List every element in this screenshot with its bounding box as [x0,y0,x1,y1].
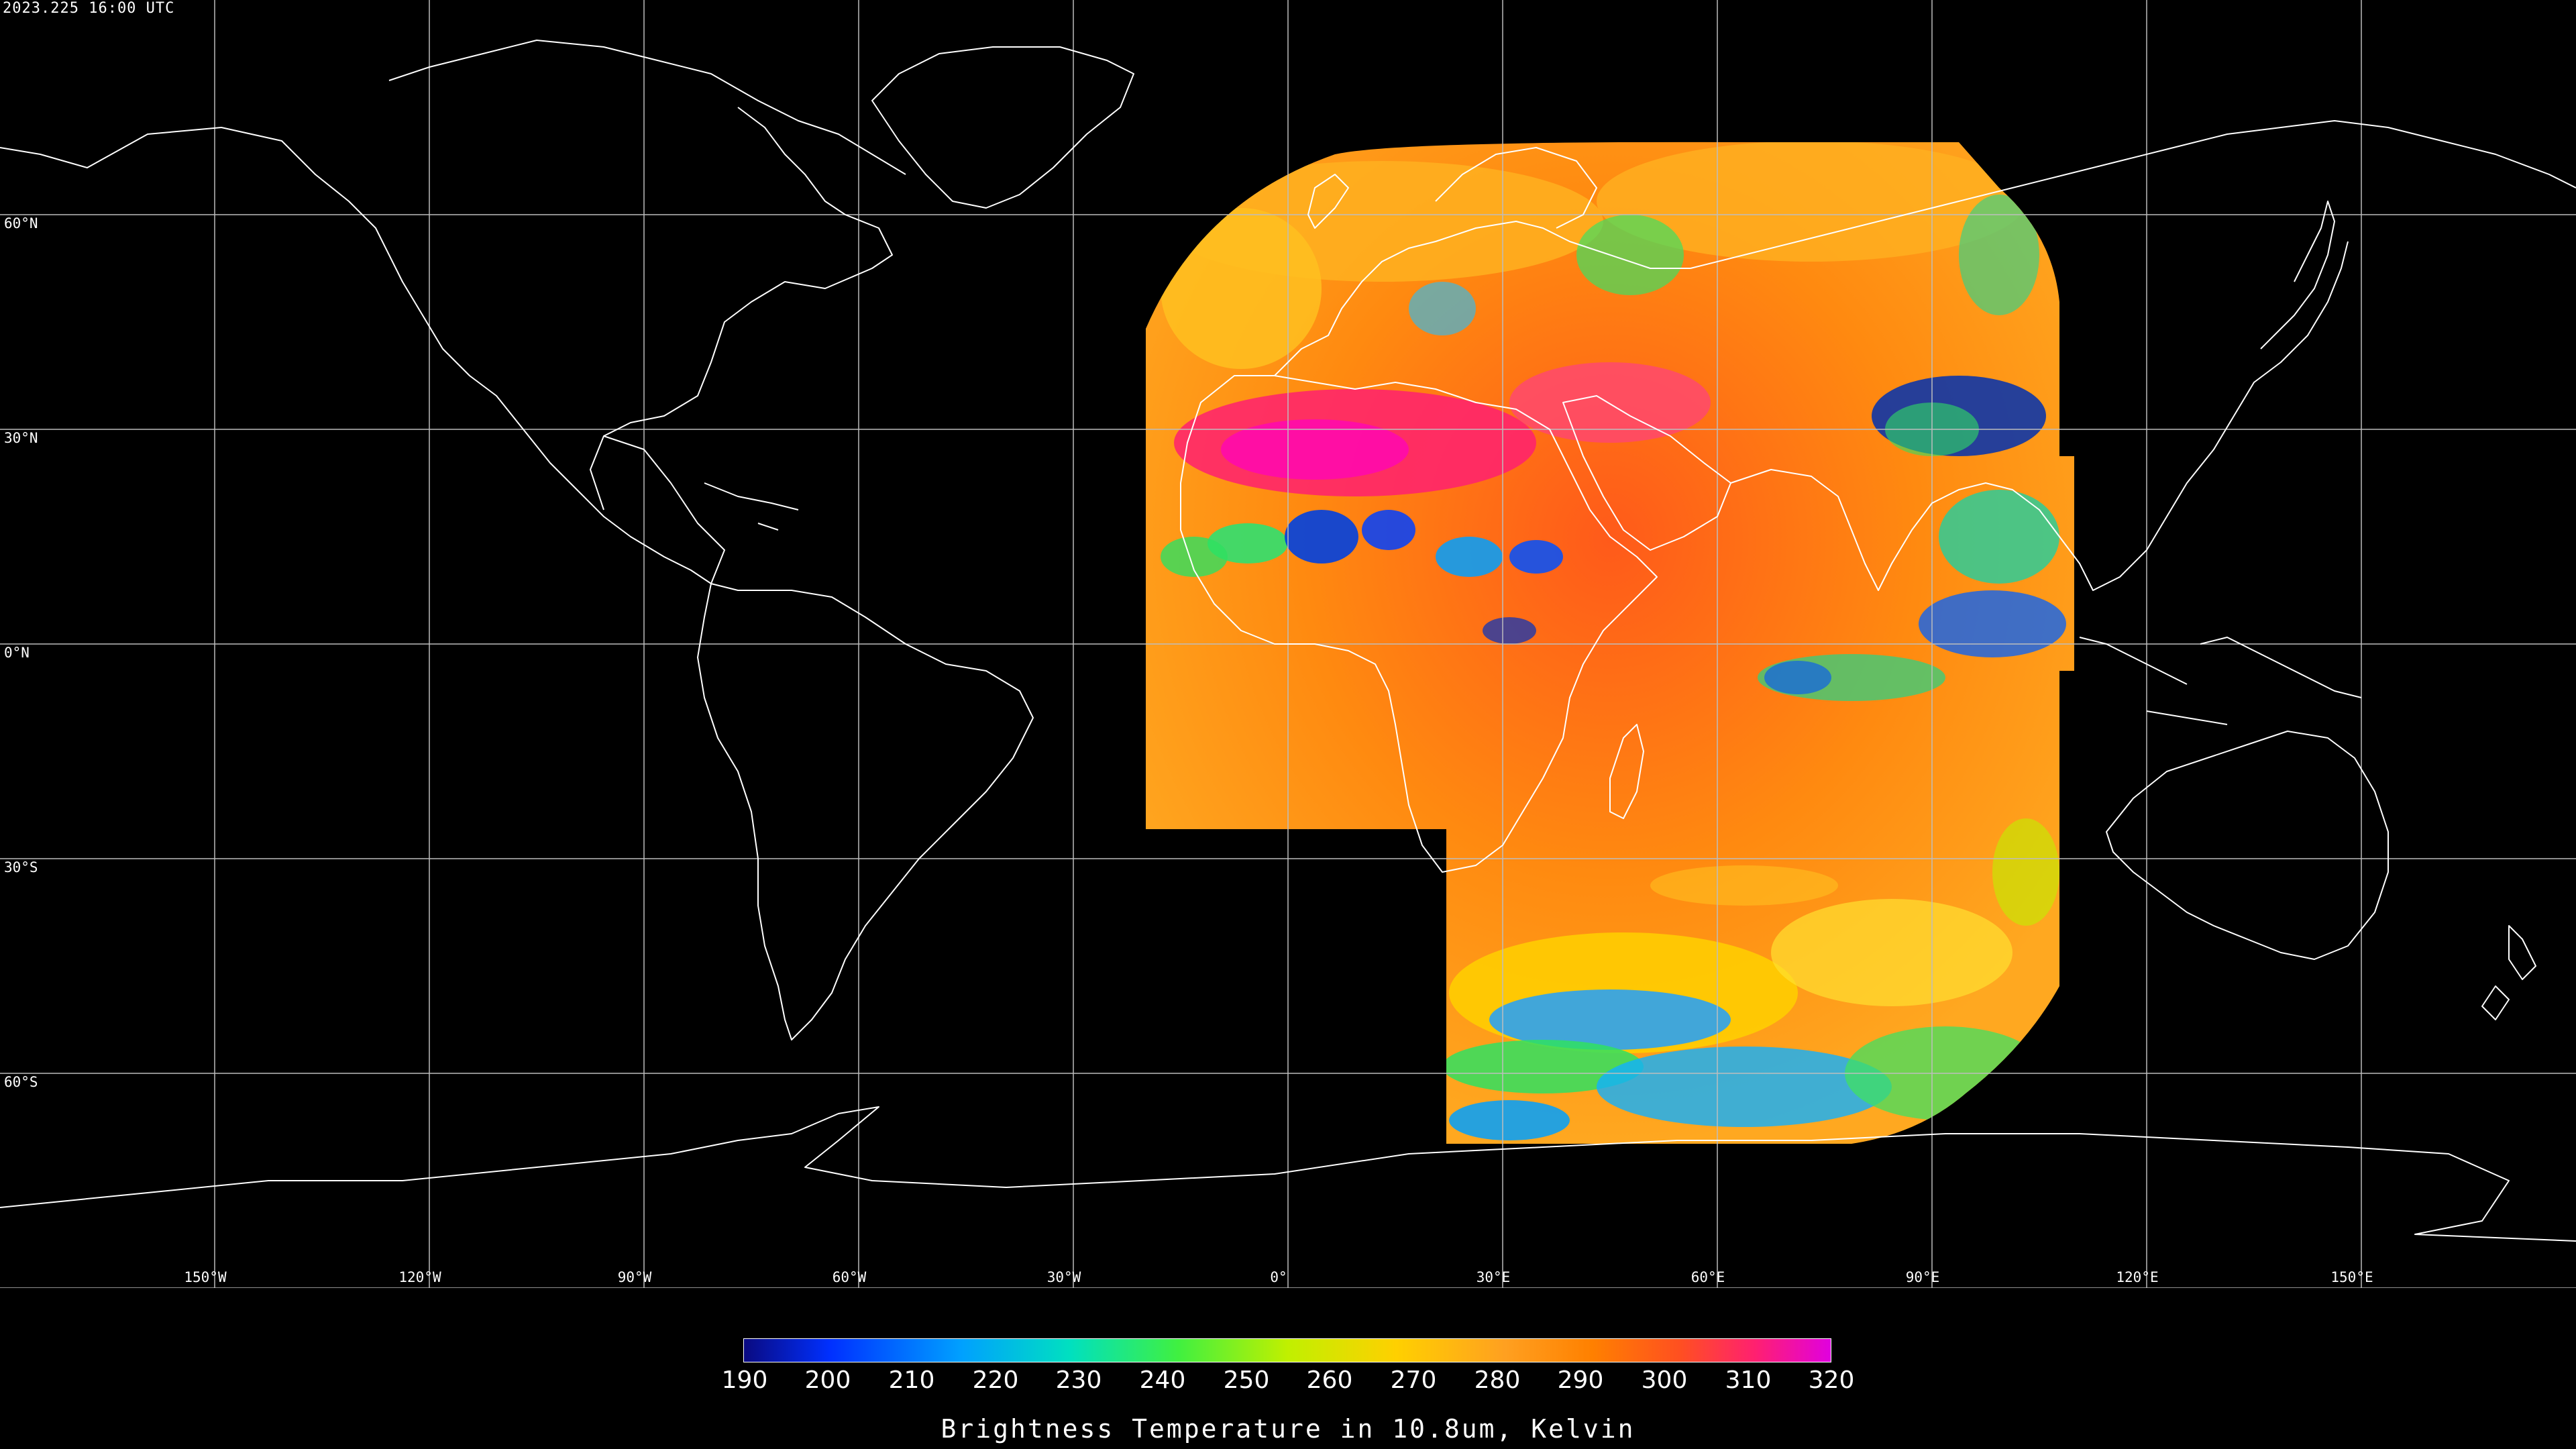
colorbar-tick-310: 310 [1725,1366,1772,1394]
lon-label-120w: 120°W [398,1269,441,1285]
lon-label-90w: 90°W [617,1269,652,1285]
colorbar-tick-220: 220 [972,1366,1019,1394]
colorbar-tick-200: 200 [804,1366,851,1394]
coastlines [0,40,2576,1242]
colorbar [743,1338,1831,1362]
map-panel: 2023.225 16:00 UTC 60°N 30°N 0°N 30°S 60… [0,0,2576,1288]
lon-label-90e: 90°E [1905,1269,1940,1285]
colorbar-tick-210: 210 [888,1366,935,1394]
lon-label-30e: 30°E [1476,1269,1511,1285]
colorbar-tick-320: 320 [1808,1366,1855,1394]
colorbar-tick-230: 230 [1055,1366,1102,1394]
lat-label-0n: 0°N [4,645,30,661]
colorbar-title: Brightness Temperature in 10.8um, Kelvin [941,1414,1635,1444]
colorbar-tick-240: 240 [1139,1366,1186,1394]
colorbar-gradient [743,1338,1831,1362]
colorbar-tick-280: 280 [1474,1366,1521,1394]
lon-label-30w: 30°W [1046,1269,1081,1285]
lon-label-120e: 120°E [2116,1269,2159,1285]
lat-label-60n: 60°N [4,215,38,231]
colorbar-tick-270: 270 [1390,1366,1437,1394]
lat-label-60s: 60°S [4,1074,38,1090]
colorbar-tick-290: 290 [1557,1366,1604,1394]
lon-label-0: 0° [1270,1269,1287,1285]
lon-label-150e: 150°E [2330,1269,2373,1285]
satellite-imagery [1146,142,2074,1144]
lat-label-30s: 30°S [4,859,38,875]
lon-label-60w: 60°W [832,1269,867,1285]
lon-label-60e: 60°E [1690,1269,1725,1285]
lat-label-30n: 30°N [4,430,38,446]
map-canvas [0,0,2576,1288]
colorbar-tick-260: 260 [1306,1366,1353,1394]
lon-label-150w: 150°W [184,1269,227,1285]
colorbar-tick-250: 250 [1223,1366,1270,1394]
colorbar-tick-300: 300 [1641,1366,1688,1394]
colorbar-tick-190: 190 [721,1366,768,1394]
timestamp: 2023.225 16:00 UTC [3,0,175,17]
